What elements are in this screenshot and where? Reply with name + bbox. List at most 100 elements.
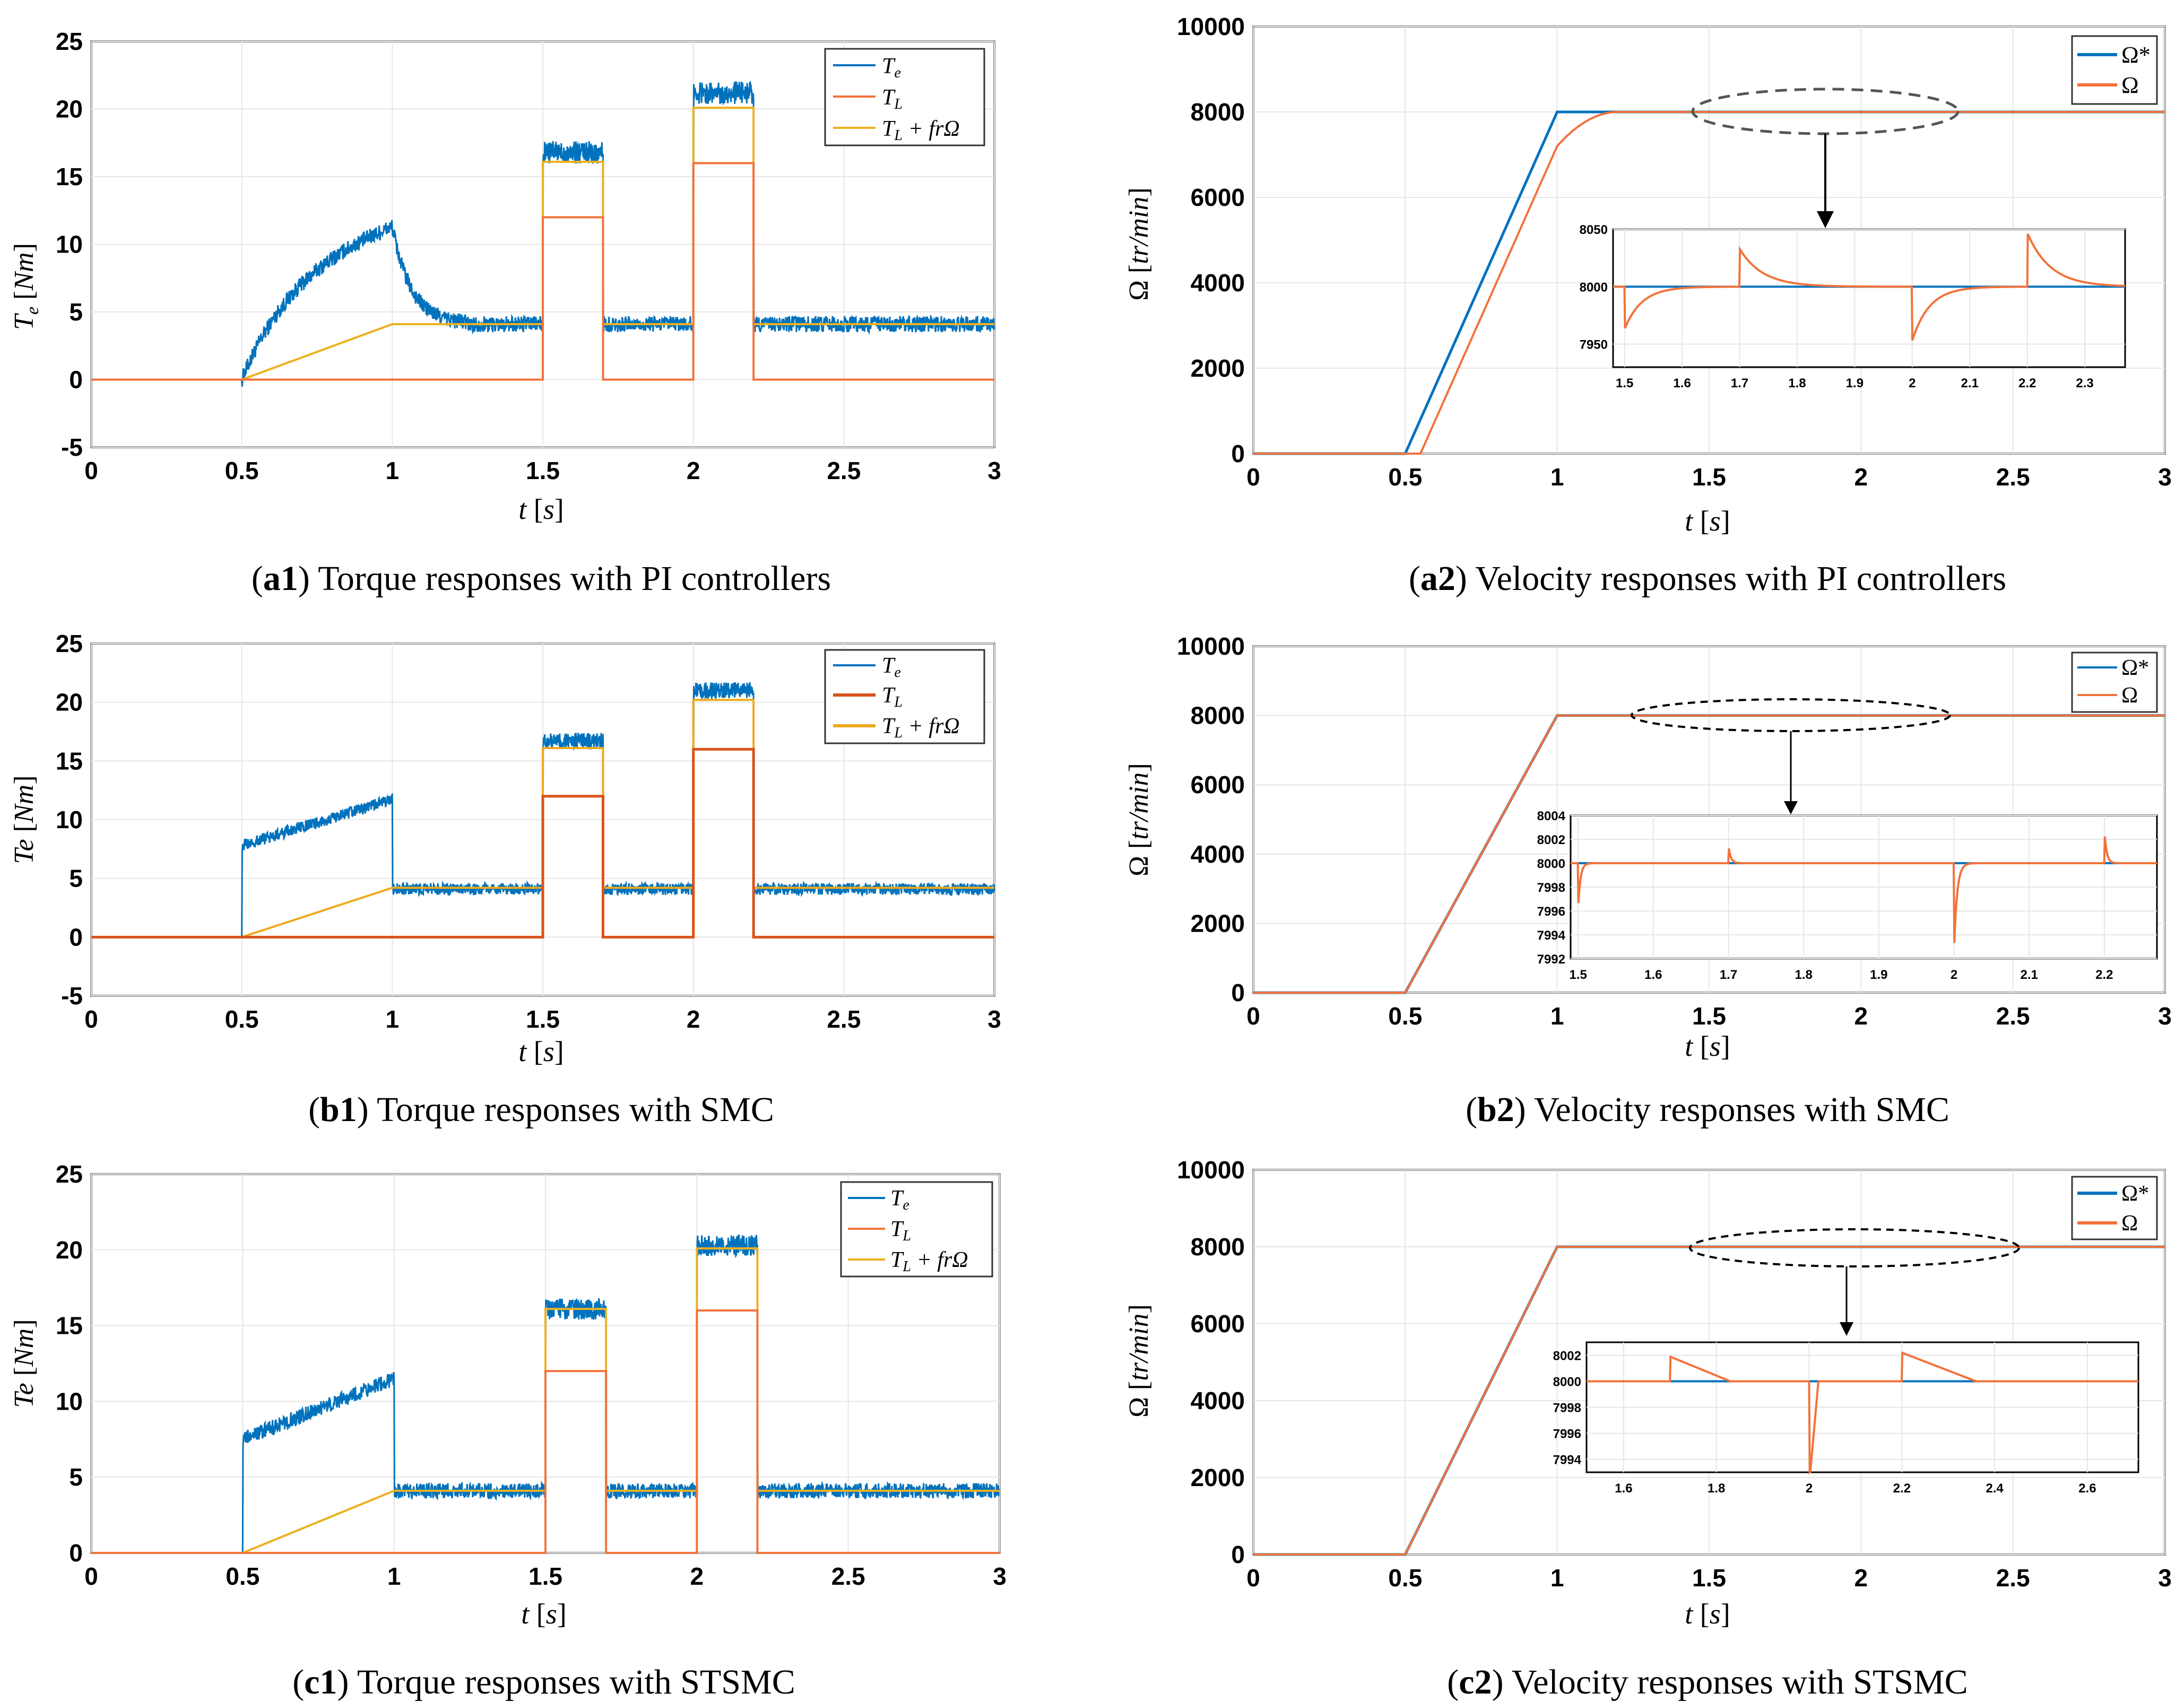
inset-y-tick-label: 8004: [1537, 809, 1566, 823]
x-tick-label: 1.5: [526, 457, 560, 484]
legend-label-tlfr: TL + frΩ: [882, 714, 960, 741]
y-tick-label: 10000: [1177, 13, 1245, 40]
legend: Ω* Ω: [2071, 1176, 2158, 1240]
y-tick-label: 20: [56, 689, 83, 716]
y-tick-label: 15: [56, 1312, 83, 1340]
inset-zoom: 1.6 1.8 2 2.2 2.4 2.6 7994 7996 7998 8000 8002: [1553, 1341, 2139, 1496]
tick-labels: 0 0.5 1 1.5 2 2.5 3 0 2000 4000 6000 8000 10000: [1177, 1156, 2172, 1592]
y-tick-label: 15: [56, 747, 83, 775]
x-tick-label: 3: [2158, 1564, 2172, 1592]
inset-y-tick-label: 7996: [1537, 905, 1565, 919]
x-tick-label: 1.5: [526, 1005, 560, 1033]
x-tick-label: 0: [84, 1562, 98, 1590]
legend-label-ref: Ω*: [2121, 42, 2151, 68]
y-tick-label: 10: [56, 1387, 83, 1415]
y-tick-label: 0: [1231, 979, 1245, 1006]
legend-label-tl: TL: [882, 683, 903, 710]
x-tick-label: 2: [1854, 1002, 1868, 1030]
tick-labels: 0 0.5 1 1.5 2 2.5 3 0 2000 4000 6000 8000 10000: [1177, 632, 2172, 1030]
x-tick-label: 0.5: [225, 457, 259, 484]
y-tick-label: 6000: [1191, 1310, 1245, 1338]
series-group: [1253, 1245, 2165, 1556]
x-tick-label: 0.5: [1388, 463, 1422, 491]
caption-c2: (c2) Velocity responses with STSMC: [1447, 1663, 1968, 1701]
x-tick-label: 2.5: [1996, 1002, 2030, 1030]
x-tick-label: 0.5: [1388, 1564, 1422, 1592]
inset-y-tick-label: 7998: [1537, 881, 1565, 895]
x-tick-label: 0: [84, 1005, 98, 1033]
inset-x-tick-label: 1.8: [1795, 968, 1812, 982]
x-tick-label: 2: [690, 1562, 704, 1590]
zoom-region-ellipse: [1689, 1228, 2020, 1267]
y-tick-label: 5: [69, 298, 83, 326]
y-axis-label: Te [Nm]: [9, 1319, 39, 1408]
y-tick-label: 15: [56, 163, 83, 190]
caption-b2: (b2) Velocity responses with SMC: [1466, 1090, 1949, 1129]
legend-label-tl: TL: [882, 85, 903, 112]
y-tick-label: 25: [56, 1160, 83, 1188]
inset-y-tick-label: 7992: [1537, 952, 1565, 967]
y-tick-label: 0: [69, 1539, 83, 1567]
y-tick-label: 4000: [1191, 1387, 1245, 1414]
x-tick-label: 2.5: [827, 457, 861, 484]
legend: Te TL TL + frΩ: [824, 48, 985, 146]
x-tick-label: 0.5: [1388, 1002, 1422, 1030]
y-tick-label: 20: [56, 1236, 83, 1264]
y-tick-label: 6000: [1191, 771, 1245, 798]
x-tick-label: 1.5: [1692, 463, 1726, 491]
inset-y-tick-label: 7994: [1537, 928, 1566, 943]
y-tick-label: -5: [61, 433, 83, 461]
x-tick-label: 0: [84, 457, 98, 484]
caption-c1: (c1) Torque responses with STSMC: [292, 1663, 795, 1701]
y-tick-label: 25: [56, 630, 83, 657]
x-tick-label: 1: [1550, 1002, 1564, 1030]
x-tick-label: 3: [987, 1005, 1001, 1033]
series-group: [1253, 110, 2165, 455]
x-tick-label: 2.5: [827, 1005, 861, 1033]
zoom-arrow-head: [1784, 801, 1798, 814]
inset-x-tick-label: 2: [1806, 1481, 1813, 1496]
series-tl-line: [91, 748, 994, 939]
series-group: [1253, 714, 2165, 994]
legend: Ω* Ω: [2071, 35, 2158, 105]
y-tick-label: 10: [56, 806, 83, 833]
x-tick-label: 2: [1854, 463, 1868, 491]
y-tick-label: 8000: [1191, 702, 1245, 730]
series-group: [91, 80, 995, 387]
x-tick-label: 3: [2158, 463, 2172, 491]
x-tick-label: 2: [687, 457, 700, 484]
inset-x-tick-label: 1.9: [1870, 968, 1887, 982]
x-tick-label: 1: [1550, 463, 1564, 491]
inset-x-tick-label: 2.3: [2076, 376, 2093, 390]
chart-b2: 0 0.5 1 1.5 2 2.5 3 0 2000 4000 6000 8000 10000 Ω [t…: [1124, 632, 2172, 1129]
y-tick-label: 2000: [1191, 354, 1245, 382]
chart-c1: 0 0.5 1 1.5 2 2.5 3 0 5 10 15 20 25 Te [Nm] t [s] Te…: [9, 1160, 1007, 1701]
legend-label-ref: Ω*: [2121, 656, 2149, 680]
x-tick-label: 2: [1854, 1564, 1868, 1592]
legend-box: [2071, 652, 2158, 713]
caption-b1: (b1) Torque responses with SMC: [308, 1090, 774, 1129]
inset-omega-line: [1571, 836, 2157, 943]
x-axis-label: t [s]: [1685, 1598, 1730, 1630]
inset-omega-line: [1587, 1351, 2138, 1475]
y-tick-label: 8000: [1191, 1233, 1245, 1261]
inset-y-tick-label: 7994: [1553, 1453, 1582, 1467]
x-tick-label: 0.5: [226, 1562, 259, 1590]
y-tick-label: 8000: [1191, 98, 1245, 126]
inset-omega-line: [1613, 233, 2126, 341]
x-tick-label: 1.5: [1692, 1002, 1726, 1030]
legend-label-omega: Ω: [2121, 72, 2139, 98]
y-tick-label: 10000: [1177, 632, 1245, 660]
x-tick-label: 3: [993, 1562, 1007, 1590]
legend-label-te: Te: [882, 654, 901, 681]
chart-a2: 0 0.5 1 1.5 2 2.5 3 0 2000 4000 6000 8000 10000 Ω [t…: [1124, 13, 2172, 598]
x-tick-label: 1.5: [1692, 1564, 1726, 1592]
y-tick-label: 5: [69, 1463, 83, 1491]
inset-y-tick-label: 8000: [1553, 1375, 1581, 1390]
inset-x-tick-label: 2.2: [1893, 1481, 1911, 1496]
y-tick-label: 2000: [1191, 1464, 1245, 1491]
x-axis-label: t [s]: [518, 1036, 564, 1067]
x-tick-label: 0: [1246, 1002, 1260, 1030]
